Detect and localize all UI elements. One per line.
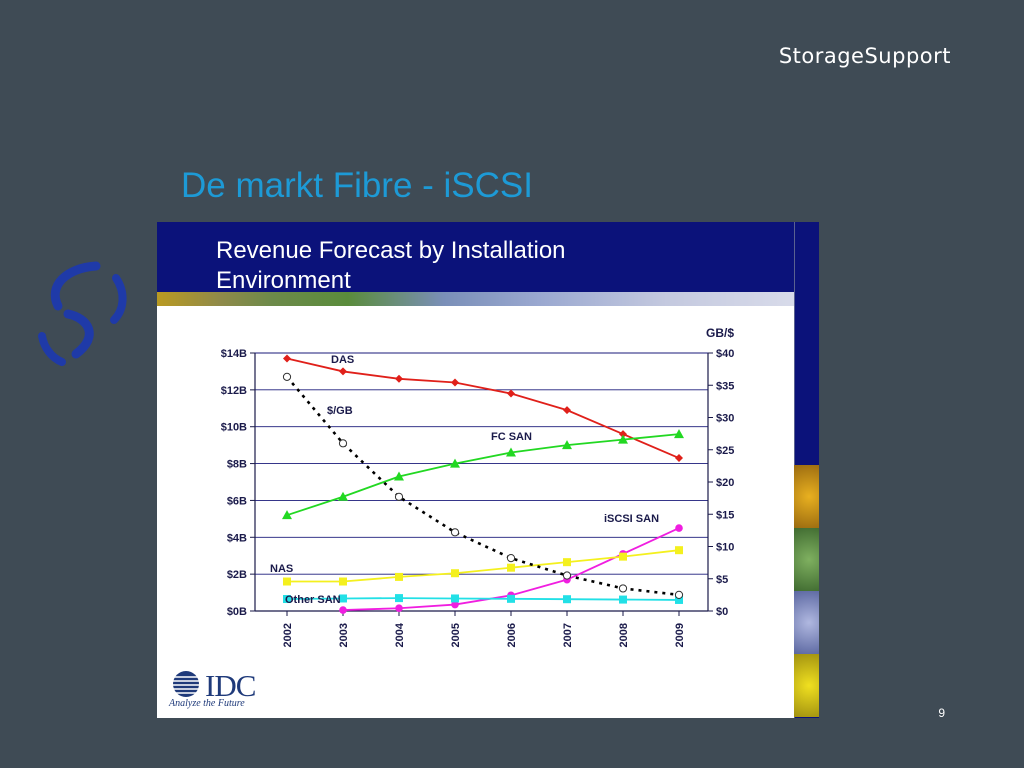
chart-header-band [157,222,819,292]
series-das-point [395,374,403,383]
y-right-tick-label: $35 [716,380,734,392]
series-fc-san-line [286,433,680,517]
y-right-tick-label: $15 [716,509,734,521]
series-nas-line [287,549,680,583]
series-gb-point [618,584,628,593]
series-das-point [507,389,515,398]
series-das-line [286,357,680,459]
series-nas-point [339,577,347,586]
series-fc-san-point [506,447,516,457]
y-right-tick-label: $5 [716,574,728,586]
idc-logo: IDC Analyze the Future [169,668,269,712]
x-tick-label: 2008 [618,623,630,647]
x-tick-label: 2006 [506,623,518,647]
y-right-tick-label: $20 [716,477,734,489]
series-das-point [283,354,291,363]
series-gb-point [394,492,404,501]
series-gb-point [562,571,572,580]
y-left-tick-label: $12B [221,385,247,397]
series-nas-point [563,558,571,567]
series-gb-point [674,590,684,599]
series-other-san-line [286,597,680,601]
page-number: 9 [938,706,945,720]
series-fc-san-point [618,434,628,444]
series-iscsi-san-label: iSCSI SAN [604,513,659,525]
y-right-tick-label: $0 [716,606,728,618]
series-nas-point [675,546,683,555]
series-das-point [675,454,683,463]
series-iscsi-san-point [675,524,683,532]
chart-header-strip [157,292,794,306]
slide-title: De markt Fibre - iSCSI [181,166,533,205]
series-gb-point [506,554,516,563]
y-right-tick-label: $30 [716,413,734,425]
series-das-point [339,367,347,376]
y-left-tick-label: $8B [227,459,247,471]
series-das-label: DAS [331,354,354,366]
revenue-chart: $0B $2B $4B $6B $8B $10B $12B $14B $0 $5 $10 $15 $20… [221,326,735,647]
series-iscsi-san-point [395,604,403,613]
y-left-tick-label: $10B [221,422,247,434]
chart-panel: Revenue Forecast by Installation Environ… [157,222,819,718]
series-other-san-label: Other SAN [285,594,341,606]
series-gb-point [338,439,348,448]
y-right-tick-label: $25 [716,445,734,457]
x-tick-label: 2003 [338,623,350,647]
series-other-san-point [563,595,571,604]
x-tick-label: 2002 [282,623,294,647]
series-fc-san-point [674,429,684,439]
series-fc-san-point [562,440,572,450]
series-nas-point [507,563,515,572]
series-other-san-point [451,594,459,603]
series-other-san-point [395,594,403,603]
series-gb-point [282,372,292,381]
y-right-tick-label: $10 [716,542,734,554]
series-fc-san-point [450,458,460,468]
series-iscsi-san-point [451,600,459,609]
y-left-tick-label: $6B [227,495,247,507]
series-das-point [619,430,627,439]
series-nas-point [283,577,291,586]
x-tick-label: 2007 [562,623,574,647]
series-fc-san-point [338,491,348,501]
y-right-axis-label: GB/$ [706,326,734,340]
y-left-tick-label: $14B [221,348,247,360]
series-fc-san-label: FC SAN [491,431,532,443]
series-other-san-point [507,594,515,603]
series-fc-san-point [282,510,292,520]
decorative-tiles [794,465,819,717]
series-other-san-point [675,595,683,604]
series-other-san-point [619,595,627,604]
series-other-san-point [283,595,291,604]
y-right-tick-label: $40 [716,348,734,360]
series-gb-label: $/GB [327,405,353,417]
x-tick-label: 2004 [394,622,406,647]
series-nas-point [451,569,459,578]
series-gb-point [450,528,460,537]
idc-logo-tagline: Analyze the Future [169,698,245,709]
y-left-tick-label: $4B [227,532,247,544]
series-nas-label: NAS [270,563,293,575]
x-tick-label: 2005 [450,623,462,647]
series-other-san-point [339,594,347,603]
series-nas-point [619,552,627,561]
idc-globe-icon [171,671,201,697]
y-left-tick-label: $0B [227,606,247,618]
idc-logo-word: IDC [205,668,256,703]
series-nas-point [395,572,403,581]
chart-title: Revenue Forecast by Installation Environ… [216,237,566,294]
decorative-swirl-icon [38,261,127,366]
series-das-point [451,378,459,387]
y-left-tick-label: $2B [227,569,247,581]
x-tick-label: 2009 [674,623,686,647]
series-iscsi-san-point [339,606,347,614]
brand-name: StorageSupport [778,44,951,68]
series-das-point [563,406,571,415]
series-fc-san-point [394,471,404,481]
